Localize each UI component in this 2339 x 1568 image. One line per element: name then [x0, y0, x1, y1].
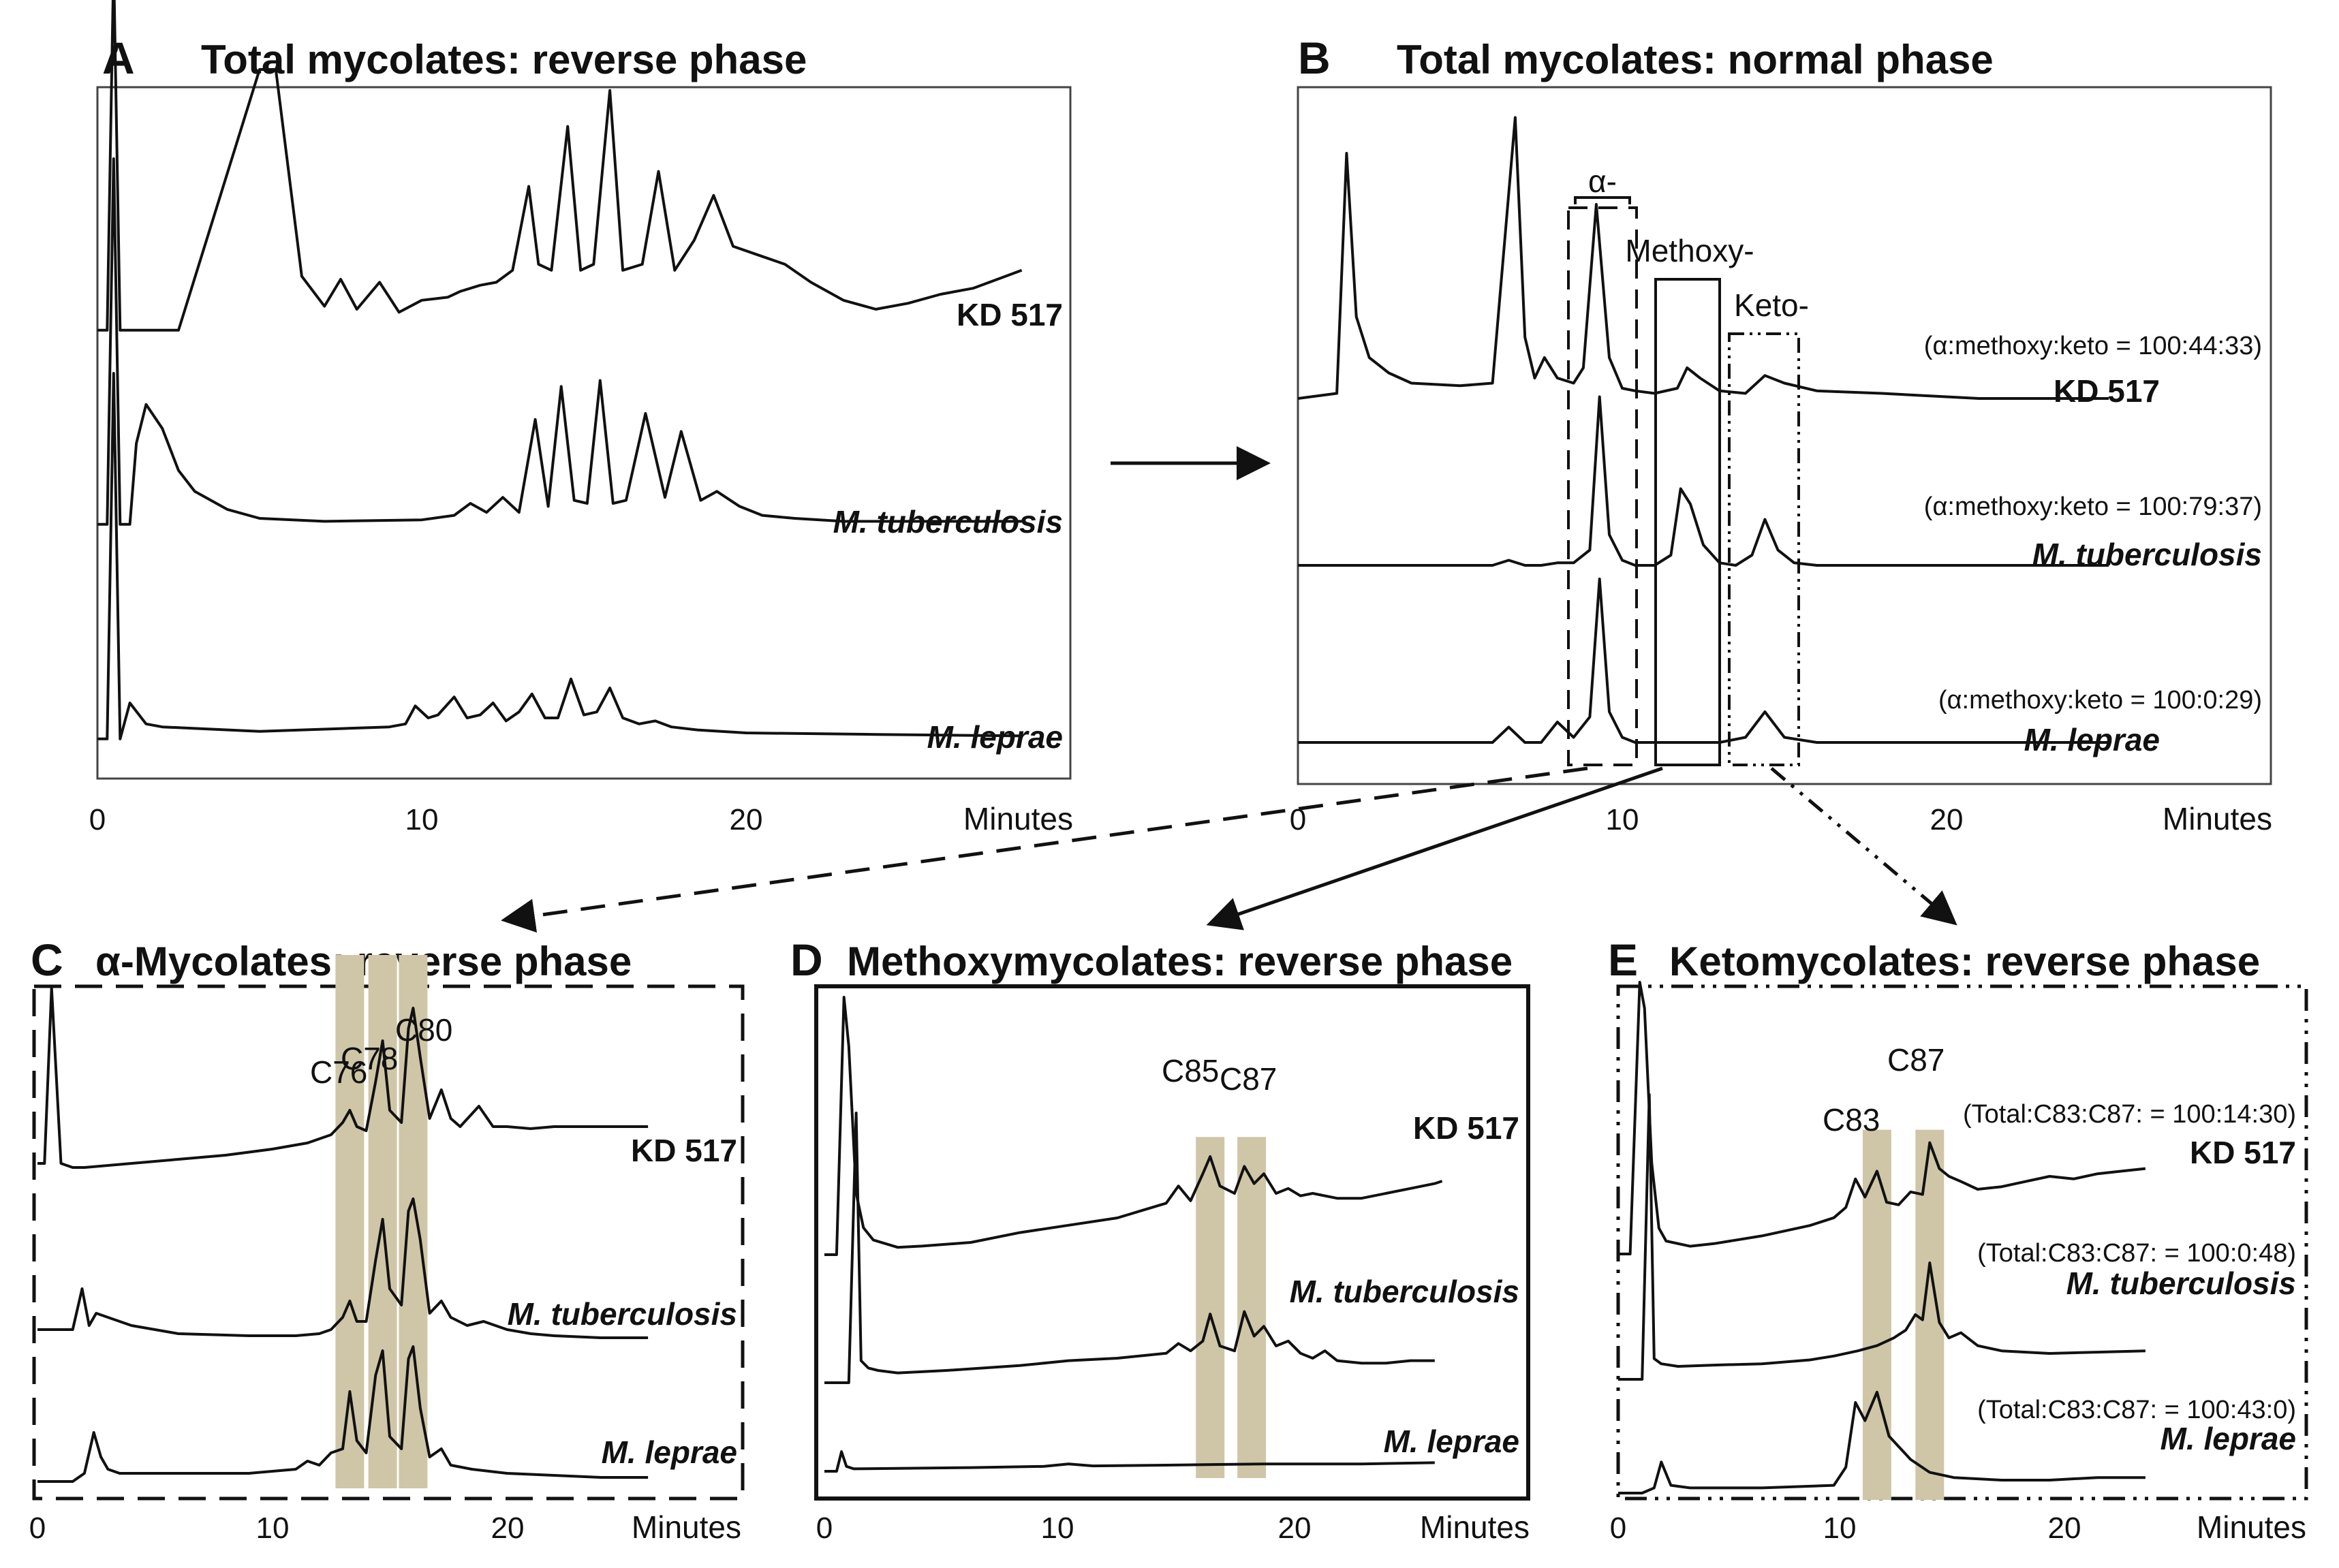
arrow-b-to-e	[1770, 767, 1957, 926]
panel-d-trace-kd-517	[824, 996, 1443, 1256]
panel-d-peak-label-c85: C85	[1162, 1053, 1219, 1088]
panel-c-peak-label-c76: C76	[310, 1054, 367, 1090]
panel-e-xlabel: Minutes	[2197, 1509, 2306, 1545]
panel-b-ratio-kd517: (α:methoxy:keto = 100:44:33)	[1924, 332, 2262, 360]
panel-c-label-mleprae: M. leprae	[602, 1434, 737, 1470]
panel-c-trace-m-tuberculosis	[37, 1197, 649, 1339]
panel-b-letter: B	[1298, 33, 1331, 83]
panel-a-trace-m-leprae	[97, 372, 1022, 740]
panel-e-letter: E	[1608, 935, 1638, 985]
panel-a-plot-frame	[96, 86, 1072, 780]
arrow-b-to-d	[1206, 766, 1663, 930]
panel-c-peak-band-3	[399, 955, 428, 1488]
panel-d-label-mleprae: M. leprae	[1384, 1424, 1519, 1459]
panel-e-ratio-mtb: (Total:C83:C87: = 100:0:48)	[1977, 1239, 2296, 1268]
panel-c-peak-band-1	[335, 955, 365, 1488]
panel-d-label-mtb: M. tuberculosis	[1290, 1274, 1519, 1309]
panel-b-plot-frame	[1297, 86, 2272, 785]
panel-c-xtick-10: 10	[256, 1511, 290, 1545]
panel-e-label-mtb: M. tuberculosis	[2066, 1266, 2296, 1301]
panel-a-label-mtb: M. tuberculosis	[833, 504, 1063, 539]
alpha-region-box	[1567, 206, 1638, 766]
panel-b-trace-kd-517	[1297, 116, 2109, 400]
panel-a-xtick-20: 20	[730, 803, 763, 836]
panel-d: D Methoxymycolates: reverse phase C85 C8…	[790, 935, 1530, 1545]
panel-d-title: Methoxymycolates: reverse phase	[847, 939, 1513, 984]
panel-e-label-mleprae: M. leprae	[2160, 1421, 2296, 1456]
panel-c-label-mtb: M. tuberculosis	[508, 1296, 737, 1332]
methoxy-region-box	[1654, 278, 1721, 766]
panel-c-label-kd517: KD 517	[631, 1133, 737, 1168]
panel-d-peak-band-1	[1196, 1137, 1225, 1478]
panel-e-ratio-mleprae: (Total:C83:C87: = 100:43:0)	[1977, 1396, 2296, 1424]
panel-e-peak-band-1	[1862, 1129, 1891, 1500]
panel-b-xtick-20: 20	[1930, 803, 1964, 836]
panel-b-ratio-mleprae: (α:methoxy:keto = 100:0:29)	[1938, 686, 2262, 715]
panel-a-trace-m-tuberculosis	[97, 157, 1022, 526]
panel-e-peak-label-c83: C83	[1823, 1102, 1880, 1138]
panel-e-label-kd517: KD 517	[2190, 1135, 2296, 1170]
panel-d-label-kd517: KD 517	[1413, 1110, 1519, 1146]
panel-b-label-kd517: KD 517	[2054, 373, 2160, 409]
panel-e-peak-label-c87: C87	[1887, 1042, 1945, 1078]
panel-e-trace-kd-517	[1618, 981, 2146, 1255]
panel-a-title: Total mycolates: reverse phase	[201, 37, 807, 82]
panel-e: E Ketomycolates: reverse phase C83 C87 (…	[1608, 935, 2308, 1545]
panel-c-peak-label-c78: C78	[341, 1041, 398, 1076]
panel-c-peak-label-c80: C80	[395, 1012, 452, 1048]
panel-e-xtick-10: 10	[1823, 1511, 1857, 1545]
panel-a-trace-kd-517	[97, 0, 1023, 332]
panel-a-xlabel: Minutes	[963, 801, 1073, 836]
panel-e-xtick-20: 20	[2048, 1511, 2081, 1545]
alpha-region-label: α-	[1588, 163, 1617, 199]
panel-b-trace-m-tuberculosis	[1298, 395, 2109, 567]
panel-d-peak-band-2	[1237, 1137, 1267, 1478]
panel-c-letter: C	[31, 935, 63, 985]
panel-a-xtick-0: 0	[89, 803, 106, 836]
panel-e-ratio-kd517: (Total:C83:C87: = 100:14:30)	[1963, 1100, 2296, 1129]
panel-e-title: Ketomycolates: reverse phase	[1669, 939, 2260, 984]
panel-b-label-mleprae: M. leprae	[2024, 722, 2160, 757]
panel-d-xtick-10: 10	[1041, 1511, 1074, 1545]
panel-d-trace-m-tuberculosis	[824, 1112, 1435, 1384]
panel-b-xlabel: Minutes	[2163, 801, 2272, 836]
panel-b-trace-m-leprae	[1298, 578, 2109, 744]
panel-a-letter: A	[102, 33, 135, 83]
panel-d-xtick-0: 0	[816, 1511, 833, 1545]
panel-b-title: Total mycolates: normal phase	[1397, 37, 1994, 82]
panel-a-label-mleprae: M. leprae	[927, 719, 1063, 755]
panel-d-trace-m-leprae	[824, 1450, 1435, 1473]
panel-a: A Total mycolates: reverse phase KD 517 …	[89, 0, 1073, 836]
panel-b: B Total mycolates: normal phase α- Metho…	[1290, 33, 2272, 836]
panel-b-label-mtb: M. tuberculosis	[2032, 537, 2262, 572]
panel-e-peak-band-2	[1915, 1129, 1945, 1500]
panel-b-xtick-10: 10	[1606, 803, 1639, 836]
panel-e-frame	[1616, 984, 2308, 1501]
panel-e-xtick-0: 0	[1610, 1511, 1626, 1545]
panel-b-ratio-mtb: (α:methoxy:keto = 100:79:37)	[1924, 492, 2262, 521]
panel-d-xtick-20: 20	[1278, 1511, 1312, 1545]
panel-c-trace-kd-517	[37, 986, 649, 1169]
panel-a-xtick-10: 10	[405, 803, 439, 836]
panel-d-letter: D	[790, 935, 823, 985]
panel-c-xtick-20: 20	[491, 1511, 525, 1545]
panel-d-frame	[814, 984, 1530, 1501]
keto-region-box	[1728, 332, 1800, 766]
panel-e-trace-m-tuberculosis	[1618, 1093, 2146, 1381]
panel-c-xlabel: Minutes	[632, 1509, 741, 1545]
keto-region-label: Keto-	[1734, 287, 1809, 323]
panel-d-xlabel: Minutes	[1420, 1509, 1530, 1545]
arrow-b-to-c	[501, 766, 1588, 933]
alpha-region-bracket	[1574, 196, 1631, 204]
panel-e-trace-m-leprae	[1618, 1390, 2146, 1494]
panel-a-label-kd517: KD 517	[957, 297, 1063, 332]
panel-c: C α-Mycolates: reverse phase C76 C78 C80…	[29, 935, 745, 1545]
panel-c-trace-m-leprae	[37, 1345, 649, 1483]
panel-d-peak-label-c87: C87	[1220, 1061, 1277, 1097]
methoxy-region-label: Methoxy-	[1625, 233, 1754, 268]
panel-c-xtick-0: 0	[29, 1511, 46, 1545]
